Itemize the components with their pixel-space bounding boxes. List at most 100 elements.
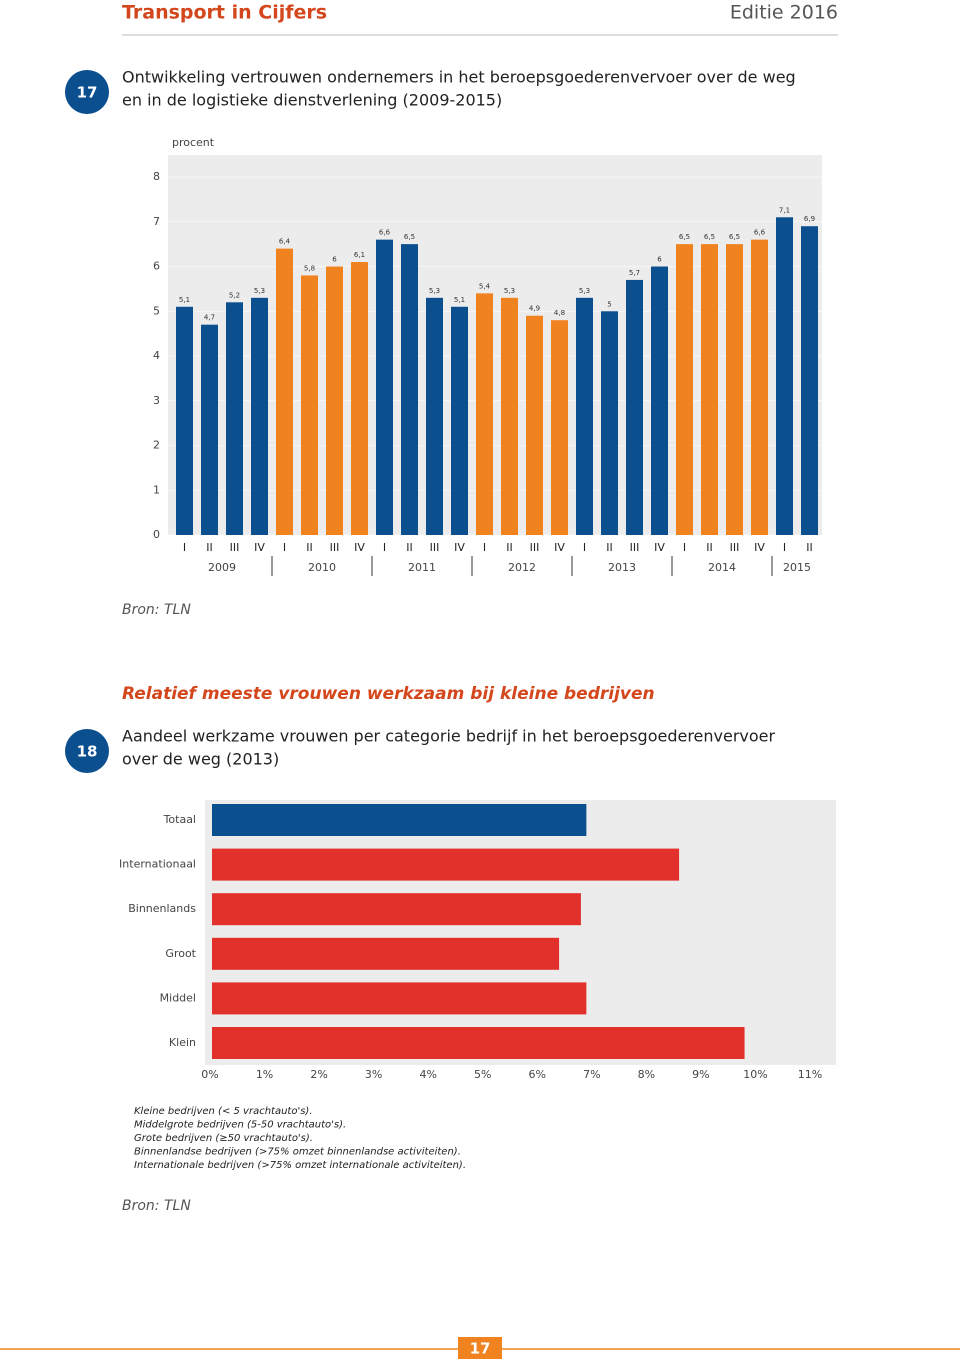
value-label: 5,8 [304,264,315,272]
bar [301,275,318,535]
x-tick-label: 9% [692,1068,709,1081]
x-tick-label: III [630,541,640,554]
bar [751,239,768,535]
bar [212,804,587,836]
x-tick-label: 1% [256,1068,273,1081]
year-label: 2010 [308,561,336,574]
plot-background [205,800,836,1065]
y-tick-label: 8 [153,170,160,183]
bar [176,306,193,535]
value-label: 5,1 [454,296,465,304]
y-tick-label: 3 [153,394,160,407]
x-tick-label: III [730,541,740,554]
x-tick-label: I [583,541,586,554]
bar [212,937,560,970]
value-label: 5,3 [579,287,590,295]
bar [376,239,393,535]
bar [212,848,680,881]
bar [701,244,718,535]
x-tick-label: I [783,541,786,554]
value-label: 6,6 [754,229,766,237]
figure-title: Ontwikkeling vertrouwen ondernemers in h… [122,68,796,87]
x-tick-label: III [530,541,540,554]
y-tick-label: 0 [153,528,160,541]
bar [451,306,468,535]
x-tick-label: II [506,541,513,554]
x-tick-label: 8% [638,1068,655,1081]
value-label: 6,5 [679,233,690,241]
note: Middelgrote bedrijven (5-50 vrachtauto's… [134,1120,346,1131]
year-label: 2009 [208,561,236,574]
source: Bron: TLN [122,1198,191,1214]
y-tick-label: Binnenlands [128,902,196,915]
value-label: 6,9 [804,215,815,223]
value-label: 4,9 [529,305,540,313]
y-tick-label: Klein [169,1036,196,1049]
value-label: 5,2 [229,291,240,299]
x-tick-label: III [430,541,440,554]
y-tick-label: Internationaal [119,858,196,871]
x-tick-label: II [806,541,813,554]
value-label: 7,1 [779,206,790,214]
value-label: 5,1 [179,296,190,304]
value-label: 6,1 [354,251,365,259]
value-label: 6,5 [704,233,715,241]
bar [226,302,243,535]
y-tick-label: 5 [153,304,160,317]
y-tick-label: Middel [160,991,196,1004]
value-label: 5,3 [504,287,515,295]
year-label: 2012 [508,561,536,574]
bar [276,248,293,535]
year-label: 2014 [708,561,736,574]
x-tick-label: III [230,541,240,554]
x-tick-label: IV [754,541,765,554]
figure-badge [65,729,109,773]
x-tick-label: IV [654,541,665,554]
year-label: 2013 [608,561,636,574]
bar [501,297,518,535]
y-tick-label: 1 [153,483,160,496]
bar [601,311,618,535]
x-tick-label: II [606,541,613,554]
x-tick-label: IV [454,541,465,554]
source: Bron: TLN [122,602,191,618]
x-tick-label: II [706,541,713,554]
x-tick-label: I [283,541,286,554]
bar [212,1027,745,1059]
x-tick-label: I [383,541,386,554]
x-tick-label: 7% [583,1068,600,1081]
year-label: 2011 [408,561,436,574]
header-edition: Editie 2016 [730,2,838,24]
note: Internationale bedrijven (>75% omzet int… [134,1160,466,1171]
value-label: 5,3 [429,287,440,295]
page-number-box [458,1337,502,1359]
value-label: 6,6 [379,229,391,237]
x-tick-label: IV [554,541,565,554]
bar [212,982,587,1015]
value-label: 6 [657,256,662,264]
bar [526,315,543,535]
bar [776,217,793,535]
figure-badge [65,70,109,114]
header-title: Transport in Cijfers [122,2,327,24]
x-tick-label: II [206,541,213,554]
x-tick-label: 3% [365,1068,382,1081]
x-tick-label: 4% [419,1068,436,1081]
y-axis-label: procent [172,136,215,149]
value-label: 5,7 [629,269,640,277]
bar [351,262,368,535]
y-tick-label: 2 [153,439,160,452]
bar [576,297,593,535]
figure-title: Aandeel werkzame vrouwen per categorie b… [122,727,776,746]
bar [651,266,668,535]
bar [201,324,218,535]
figure-title: en in de logistieke dienstverlening (200… [122,91,502,110]
bar [476,293,493,535]
note: Grote bedrijven (≥50 vrachtauto's). [134,1133,313,1144]
value-label: 6 [332,256,337,264]
x-tick-label: 2% [310,1068,327,1081]
notes: Kleine bedrijven (< 5 vrachtauto's). Midd… [134,1106,466,1171]
y-tick-label: Totaal [163,813,196,826]
figure-title: over de weg (2013) [122,750,279,769]
